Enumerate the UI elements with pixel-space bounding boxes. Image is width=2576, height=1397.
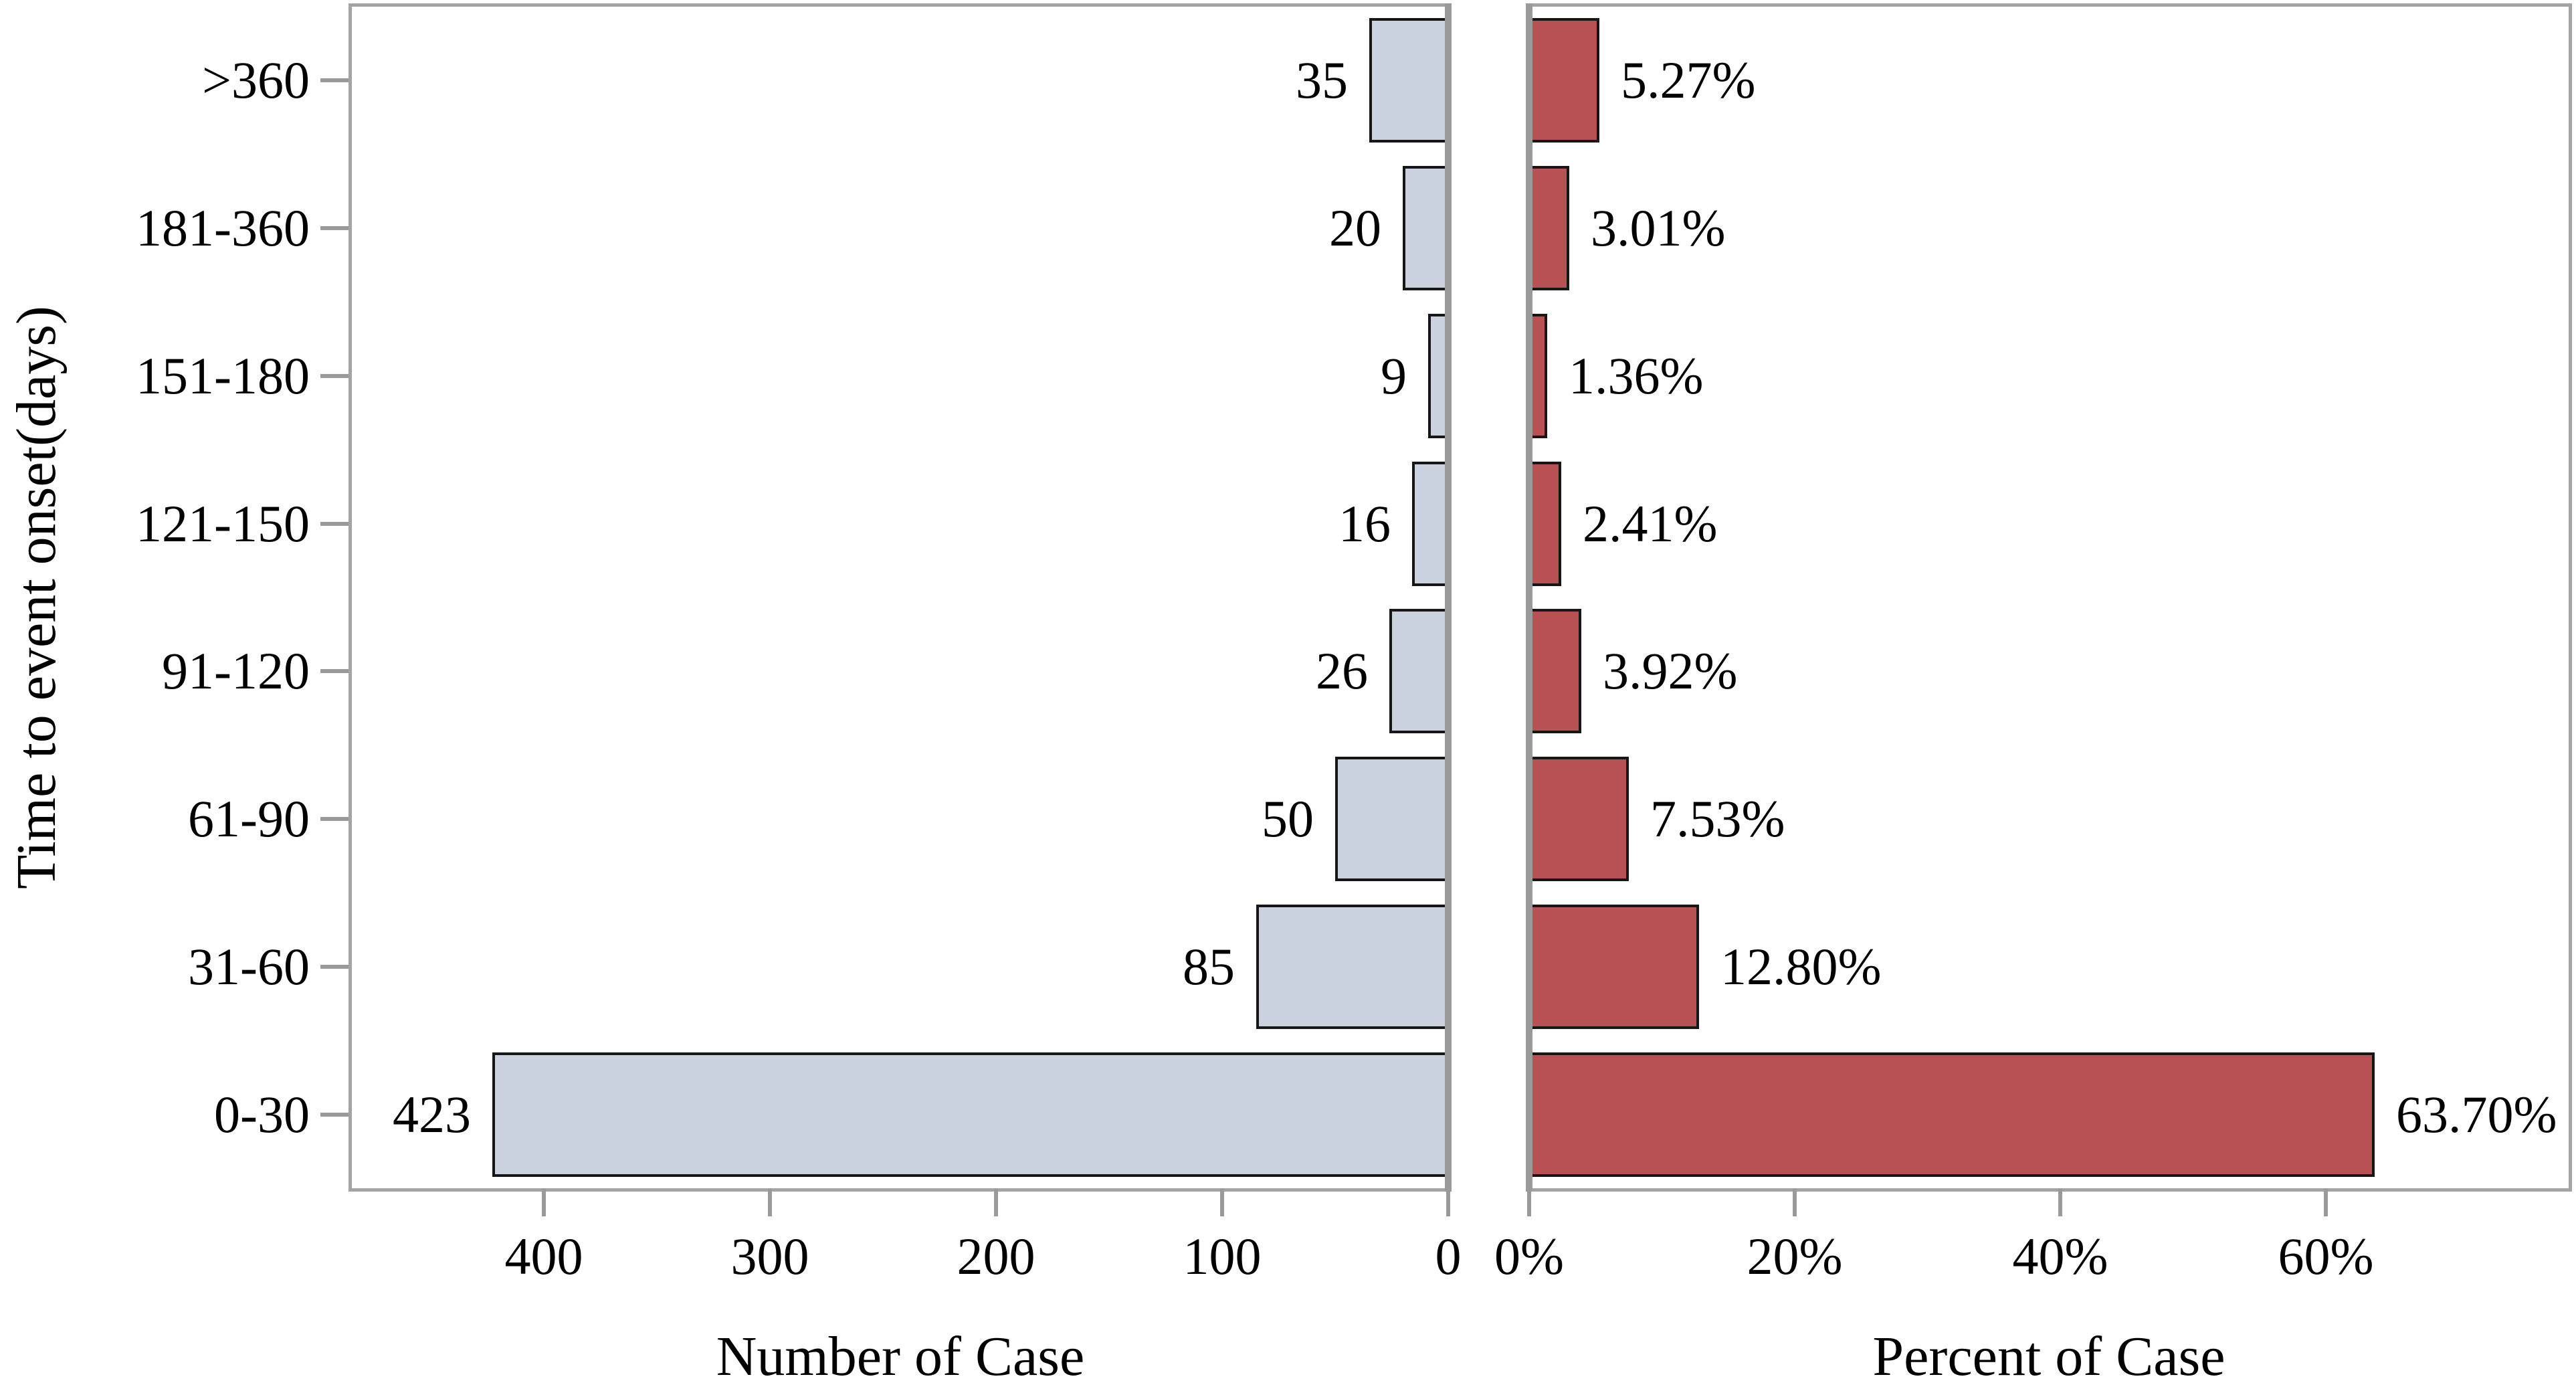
percent-bar (1529, 609, 1581, 733)
category-tick (320, 669, 349, 673)
count-bar (1369, 18, 1448, 143)
category-label: >360 (202, 51, 310, 109)
count-bar (1335, 757, 1448, 881)
percent-axis-tick (1793, 1188, 1797, 1216)
category-label: 181-360 (136, 199, 310, 257)
count-axis-tick-label: 0 (1435, 1227, 1462, 1285)
category-tick (320, 817, 349, 821)
count-value-label: 50 (1262, 789, 1314, 848)
category-tick (320, 78, 349, 82)
count-axis-tick (542, 1188, 546, 1216)
percent-value-label: 1.36% (1569, 347, 1704, 405)
percent-bar (1529, 1052, 2375, 1177)
count-value-label: 9 (1381, 347, 1407, 405)
count-value-label: 16 (1339, 494, 1391, 553)
count-value-label: 85 (1183, 937, 1235, 996)
percent-axis-tick-label: 60% (2278, 1227, 2374, 1285)
category-label: 0-30 (214, 1085, 310, 1143)
count-bar (1389, 609, 1448, 733)
percent-value-label: 3.01% (1591, 199, 1726, 257)
percent-axis-tick (1527, 1188, 1531, 1216)
count-axis-tick-label: 300 (730, 1227, 809, 1285)
count-value-label: 423 (393, 1085, 471, 1143)
count-bar (1403, 166, 1448, 290)
percent-bar (1529, 166, 1569, 290)
category-label: 151-180 (136, 347, 310, 405)
percent-axis-tick-label: 20% (1747, 1227, 1843, 1285)
category-label: 61-90 (188, 789, 310, 848)
category-tick (320, 522, 349, 526)
category-label: 121-150 (136, 494, 310, 553)
category-label: 91-120 (162, 642, 310, 700)
y-axis-title-text: Time to event onset(days) (5, 306, 68, 889)
percent-bar (1529, 757, 1629, 881)
count-bar (1412, 462, 1448, 586)
percent-value-label: 63.70% (2396, 1085, 2557, 1143)
count-bar (1256, 905, 1448, 1029)
count-axis-baseline (1445, 3, 1452, 1192)
percent-value-label: 7.53% (1650, 789, 1785, 848)
count-axis-title: Number of Case (716, 1325, 1085, 1388)
count-axis-tick (994, 1188, 998, 1216)
percent-axis-tick (2058, 1188, 2062, 1216)
percent-value-label: 2.41% (1583, 494, 1718, 553)
percent-bar (1529, 18, 1599, 143)
count-value-label: 20 (1329, 199, 1381, 257)
count-value-label: 35 (1296, 51, 1348, 109)
count-axis-tick-label: 100 (1183, 1227, 1262, 1285)
count-bar (492, 1052, 1448, 1177)
y-axis-title: Time to event onset(days) (5, 306, 620, 889)
category-tick (320, 965, 349, 969)
category-tick (320, 226, 349, 230)
percent-panel (1526, 3, 2572, 1192)
percent-bar (1529, 905, 1699, 1029)
percent-axis-title: Percent of Case (1872, 1325, 2225, 1388)
percent-axis-tick-label: 40% (2012, 1227, 2108, 1285)
count-axis-tick (768, 1188, 772, 1216)
count-axis-tick-label: 200 (957, 1227, 1035, 1285)
percent-bar (1529, 462, 1561, 586)
percent-value-label: 5.27% (1621, 51, 1756, 109)
count-axis-tick-label: 400 (504, 1227, 583, 1285)
category-tick (320, 1113, 349, 1117)
percent-axis-baseline (1526, 3, 1532, 1192)
count-value-label: 26 (1316, 642, 1368, 700)
category-label: 31-60 (188, 937, 310, 996)
percent-axis-tick-label: 0% (1494, 1227, 1564, 1285)
count-axis-tick (1446, 1188, 1450, 1216)
percent-value-label: 12.80% (1720, 937, 1882, 996)
count-axis-tick (1220, 1188, 1224, 1216)
category-tick (320, 374, 349, 378)
percent-value-label: 3.92% (1603, 642, 1738, 700)
percent-axis-tick (2324, 1188, 2328, 1216)
